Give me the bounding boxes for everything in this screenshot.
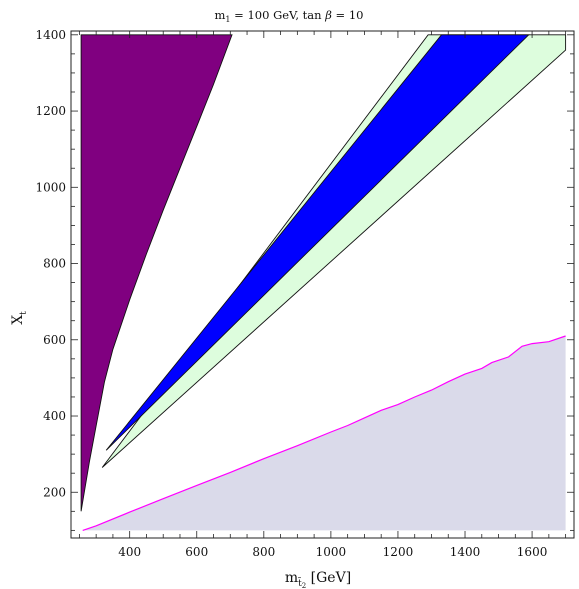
y-tick-label: 800 [43, 257, 66, 271]
x-tick-label: 400 [118, 545, 141, 559]
x-axis-label: mt̃2 [GeV] [285, 570, 351, 589]
y-tick-label: 200 [43, 485, 66, 499]
y-axis-label: Xt [10, 311, 29, 325]
y-tick-label: 400 [43, 409, 66, 423]
y-axis-ticks: 200 400 600 800 1000 1200 1400 [35, 28, 574, 531]
y-tick-label: 1400 [35, 28, 66, 42]
blue-band [105, 34, 530, 451]
x-axis-ticks: 400 600 800 1000 1200 1400 1600 [78, 31, 567, 559]
y-tick-label: 1200 [35, 104, 66, 118]
x-tick-label: 1400 [450, 545, 481, 559]
plot-regions [80, 34, 567, 531]
purple-region [80, 34, 233, 512]
y-tick-label: 600 [43, 333, 66, 347]
plot-border [70, 30, 575, 539]
x-tick-label: 800 [252, 545, 275, 559]
magenta-boundary-line [82, 335, 566, 531]
plot-frame [70, 30, 575, 539]
x-tick-label: 1200 [383, 545, 414, 559]
x-tick-label: 600 [185, 545, 208, 559]
chart-title: m1 = 100 GeV, tan β = 10 [215, 8, 364, 24]
x-tick-label: 1000 [316, 545, 347, 559]
y-tick-label: 1000 [35, 180, 66, 194]
x-tick-label: 1600 [517, 545, 548, 559]
lavender-region [82, 336, 566, 531]
